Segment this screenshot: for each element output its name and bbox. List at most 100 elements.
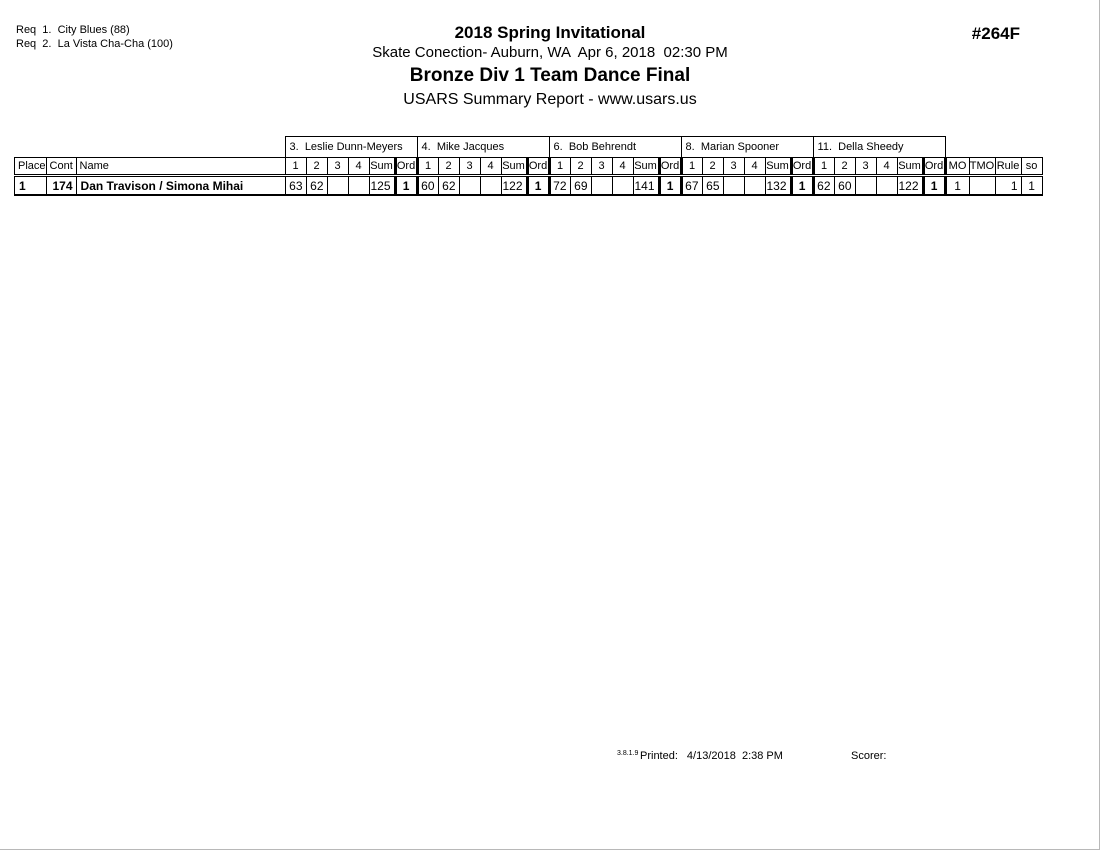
score-cell <box>479 175 502 196</box>
col-header-name: Name <box>75 157 286 177</box>
col-header-score-4: 4 <box>611 157 634 177</box>
report-title: USARS Summary Report - www.usars.us <box>403 91 697 108</box>
score-cell: 72 <box>548 175 571 196</box>
sum-cell: 132 <box>764 175 792 196</box>
judge-name-header-5: 11. Della Sheedy <box>812 136 946 158</box>
printed-value: 4/13/2018 2:38 PM <box>686 750 783 762</box>
col-header-tmo: TMO <box>968 157 996 177</box>
col-header-score-4: 4 <box>743 157 766 177</box>
col-header-score-2: 2 <box>833 157 856 177</box>
event-details: Skate Conection- Auburn, WA Apr 6, 2018 … <box>372 44 728 61</box>
report-header: 2018 Spring Invitational Skate Conection… <box>0 23 1099 110</box>
col-header-so: so <box>1020 157 1043 177</box>
col-header-score-3: 3 <box>854 157 877 177</box>
score-cell <box>347 175 370 196</box>
mo-cell: 1 <box>944 175 970 196</box>
score-cell <box>611 175 634 196</box>
division-title: Bronze Div 1 Team Dance Final <box>409 65 691 86</box>
score-cell <box>854 175 877 196</box>
scorer-label: Scorer: <box>851 750 887 762</box>
judge-name-header-4: 8. Marian Spooner <box>680 136 814 158</box>
requirement-line-1: Req 1. City Blues (88) <box>16 24 130 36</box>
score-cell <box>743 175 766 196</box>
col-header-score-2: 2 <box>701 157 724 177</box>
table-row: 1 174 Dan Travison / Simona Mihai 63 62 … <box>14 175 1043 196</box>
col-header-score-3: 3 <box>458 157 481 177</box>
col-header-score-4: 4 <box>479 157 502 177</box>
judge-name-header-3: 6. Bob Behrendt <box>548 136 682 158</box>
place-cell: 1 <box>14 175 47 196</box>
judge-row-spacer-right <box>945 137 1042 158</box>
tmo-cell <box>968 175 996 196</box>
score-cell <box>875 175 898 196</box>
judge-header-row: 3. Leslie Dunn-Meyers 4. Mike Jacques 6.… <box>15 136 1043 158</box>
score-cell: 62 <box>305 175 328 196</box>
col-header-ord: Ord <box>393 157 419 177</box>
ord-cell: 1 <box>525 175 551 196</box>
score-cell: 63 <box>284 175 307 196</box>
ord-cell: 1 <box>393 175 419 196</box>
col-header-score-2: 2 <box>305 157 328 177</box>
ord-cell: 1 <box>921 175 947 196</box>
requirement-line-2: Req 2. La Vista Cha-Cha (100) <box>16 38 173 50</box>
sum-cell: 141 <box>632 175 660 196</box>
col-header-mo: MO <box>944 157 970 177</box>
score-cell <box>722 175 745 196</box>
score-cell: 62 <box>812 175 835 196</box>
col-header-sum: Sum <box>632 157 660 177</box>
score-cell <box>590 175 613 196</box>
score-cell: 62 <box>437 175 460 196</box>
col-header-score-1: 1 <box>416 157 439 177</box>
col-header-score-4: 4 <box>875 157 898 177</box>
col-header-ord: Ord <box>921 157 947 177</box>
sum-cell: 125 <box>368 175 396 196</box>
score-table: 3. Leslie Dunn-Meyers 4. Mike Jacques 6.… <box>14 136 1043 196</box>
score-cell: 69 <box>569 175 592 196</box>
sum-cell: 122 <box>500 175 528 196</box>
event-title: 2018 Spring Invitational <box>454 23 646 42</box>
col-header-ord: Ord <box>525 157 551 177</box>
cont-cell: 174 <box>45 175 77 196</box>
col-header-sum: Sum <box>368 157 396 177</box>
score-cell: 65 <box>701 175 724 196</box>
col-header-ord: Ord <box>789 157 815 177</box>
col-header-rule: Rule <box>994 157 1022 177</box>
ord-cell: 1 <box>657 175 683 196</box>
col-header-score-1: 1 <box>680 157 703 177</box>
name-cell: Dan Travison / Simona Mihai <box>75 175 286 196</box>
col-header-score-3: 3 <box>722 157 745 177</box>
col-header-score-4: 4 <box>347 157 370 177</box>
column-header-row: Place Cont Name 1 2 3 4 Sum Ord 1 2 3 4 … <box>14 157 1043 177</box>
software-version: 3.8.1.9 <box>617 750 639 757</box>
col-header-sum: Sum <box>500 157 528 177</box>
col-header-score-1: 1 <box>284 157 307 177</box>
col-header-score-2: 2 <box>569 157 592 177</box>
col-header-cont: Cont <box>45 157 77 177</box>
col-header-ord: Ord <box>657 157 683 177</box>
sum-cell: 122 <box>896 175 924 196</box>
judge-name-header-2: 4. Mike Jacques <box>416 136 550 158</box>
event-number: #264F <box>971 24 1020 43</box>
col-header-score-3: 3 <box>590 157 613 177</box>
score-cell: 67 <box>680 175 703 196</box>
rule-cell: 1 <box>994 175 1022 196</box>
judge-name-header-1: 3. Leslie Dunn-Meyers <box>284 136 418 158</box>
requirements-block: Req 1. City Blues (88) Req 2. La Vista C… <box>16 23 173 51</box>
score-cell: 60 <box>833 175 856 196</box>
printed-timestamp: Printed: 4/13/2018 2:38 PM <box>640 750 783 762</box>
so-cell: 1 <box>1020 175 1043 196</box>
col-header-score-1: 1 <box>548 157 571 177</box>
score-cell <box>458 175 481 196</box>
col-header-score-3: 3 <box>326 157 349 177</box>
printed-label: Printed: <box>640 750 678 762</box>
col-header-sum: Sum <box>896 157 924 177</box>
col-header-score-1: 1 <box>812 157 835 177</box>
ord-cell: 1 <box>789 175 815 196</box>
col-header-score-2: 2 <box>437 157 460 177</box>
col-header-sum: Sum <box>764 157 792 177</box>
score-cell <box>326 175 349 196</box>
score-cell: 60 <box>416 175 439 196</box>
col-header-place: Place <box>14 157 47 177</box>
judge-row-spacer-left <box>15 137 286 158</box>
